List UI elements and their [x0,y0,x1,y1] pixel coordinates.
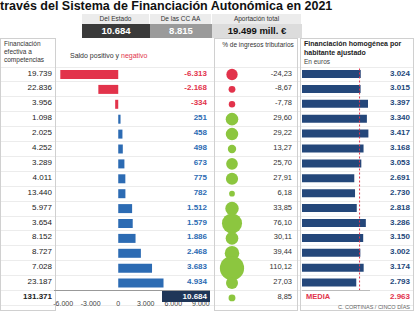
html-text:Del Estado: Del Estado [99,15,132,22]
html-text:110,12: 110,12 [269,262,292,272]
html-text:29,60: 29,60 [273,113,292,123]
html-text:13.440: 13.440 [27,187,52,197]
html-text:-24,23: -24,23 [270,68,292,78]
html-text:7.028: 7.028 [32,262,52,272]
html-text:782: 782 [193,187,207,197]
html-text:2.468: 2.468 [187,247,207,257]
svg-text:3.000: 3.000 [137,300,155,307]
html-text:2.025: 2.025 [32,128,52,138]
svg-text:-3.000: -3.000 [81,300,101,307]
html-text:3.286: 3.286 [390,217,410,227]
html-text:33,85: 33,85 [273,202,292,212]
svg-text:6.000: 6.000 [164,300,183,307]
html-text:8.152: 8.152 [32,232,52,242]
html-text:-8,67: -8,67 [274,83,292,93]
html-text:23.187: 23.187 [27,277,52,287]
svg-text:-6.000: -6.000 [53,300,73,307]
html-text:4.934: 4.934 [187,277,207,287]
html-text:2.793: 2.793 [390,277,410,287]
html-text:En euros: En euros [304,58,330,65]
html-text:3.683: 3.683 [187,262,207,272]
html-text:través del Sistema de Financia: través del Sistema de Financiación Auton… [0,0,333,13]
html-text:1.098: 1.098 [32,113,52,123]
html-text:22.836: 22.836 [27,83,52,93]
svg-text:0: 0 [116,300,120,307]
html-text:673: 673 [193,157,207,167]
html-text:458: 458 [193,128,207,138]
html-text:498: 498 [193,143,207,152]
html-text:De las CC AA: De las CC AA [160,15,201,22]
html-text:% de ingresos tributarios: % de ingresos tributarios [222,41,294,48]
html-text:3.002: 3.002 [390,247,410,257]
html-text:10.684: 10.684 [182,292,207,301]
html-text:3.289: 3.289 [32,157,52,167]
html-text:3.417: 3.417 [390,128,410,138]
html-text:27,03: 27,03 [273,277,292,287]
svg-text:9.000: 9.000 [192,300,210,307]
html-text:30,11: 30,11 [273,232,292,242]
html-text:131.371: 131.371 [23,292,52,301]
html-text:2.818: 2.818 [390,202,410,212]
html-text:5.977: 5.977 [32,202,52,212]
html-text:27,91: 27,91 [273,172,292,182]
html-text:2.963: 2.963 [390,292,410,301]
html-text:Financiación homogénea por hab: Financiación homogénea por habitante aju… [304,40,402,56]
html-text:4.252: 4.252 [32,143,52,152]
html-text:3.654: 3.654 [32,217,52,227]
html-text:39,44: 39,44 [273,247,292,257]
html-text:Saldo positivo y negativo: Saldo positivo y negativo [70,52,148,59]
html-text:3.015: 3.015 [390,83,410,93]
html-text:8,85: 8,85 [277,292,292,301]
html-text:8.815: 8.815 [169,25,193,36]
html-text:3.150: 3.150 [390,232,410,242]
html-text:775: 775 [193,172,207,182]
html-text:Financiación efectiva a compet: Financiación efectiva a competencias [4,40,45,63]
html-text:4.011: 4.011 [32,172,52,182]
html-text:10.684: 10.684 [101,25,131,36]
html-text:1.579: 1.579 [187,217,207,227]
html-text:25,70: 25,70 [273,157,292,167]
html-text:C. CORTINAS / CINCO DÍAS: C. CORTINAS / CINCO DÍAS [338,304,410,310]
html-text:1.512: 1.512 [187,202,207,212]
html-text:8.727: 8.727 [32,247,52,257]
html-text:-334: -334 [191,98,207,108]
html-text:6,18: 6,18 [277,187,292,197]
html-text:2.730: 2.730 [390,187,410,197]
html-text:1.886: 1.886 [187,232,207,242]
html-text:2.691: 2.691 [390,172,410,182]
html-text:Aportación total: Aportación total [233,15,280,22]
html-text:13,27: 13,27 [273,143,292,152]
html-text:3.340: 3.340 [390,113,410,123]
html-text:3.053: 3.053 [390,157,410,167]
html-text:3.956: 3.956 [32,98,52,108]
html-text:29,22: 29,22 [273,128,292,138]
html-text:76,10: 76,10 [273,217,292,227]
html-text:19.739: 19.739 [27,68,52,78]
html-text:19.499 mill. €: 19.499 mill. € [227,25,287,36]
html-text:3.024: 3.024 [390,68,410,78]
html-text:-2.168: -2.168 [184,83,207,93]
html-text:251: 251 [193,113,207,123]
html-text:-7,78: -7,78 [274,98,292,108]
html-text:3.397: 3.397 [390,98,410,108]
html-text:-6.313: -6.313 [184,68,207,78]
html-text:MEDIA: MEDIA [306,292,331,301]
html-text:3.168: 3.168 [390,143,410,152]
html-text:3.174: 3.174 [390,262,410,272]
